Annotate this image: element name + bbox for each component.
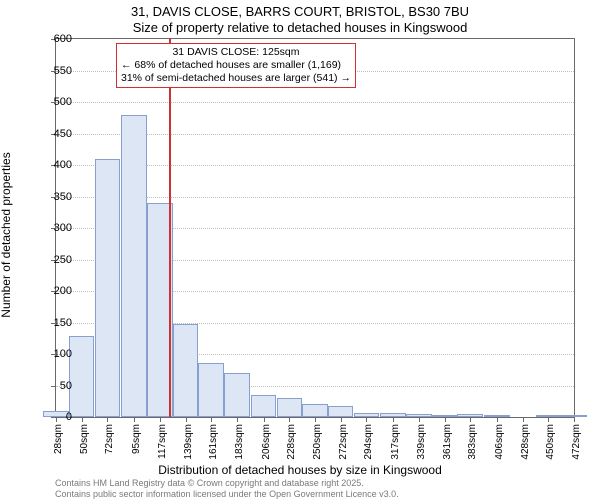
histogram-bar xyxy=(328,406,353,417)
xtick-mark xyxy=(574,417,575,422)
xtick-label: 250sqm xyxy=(312,424,323,460)
xtick-mark xyxy=(289,417,290,422)
annotation-line1: 31 DAVIS CLOSE: 125sqm xyxy=(121,46,351,59)
xtick-label: 72sqm xyxy=(104,424,115,454)
plot-area: 31 DAVIS CLOSE: 125sqm← 68% of detached … xyxy=(55,38,575,418)
annotation-line2: ← 68% of detached houses are smaller (1,… xyxy=(121,59,351,72)
gridline-h xyxy=(56,102,574,104)
ytick-label: 200 xyxy=(32,285,72,297)
xtick-mark xyxy=(237,417,238,422)
annotation-box: 31 DAVIS CLOSE: 125sqm← 68% of detached … xyxy=(116,43,356,88)
xtick-mark xyxy=(497,417,498,422)
xtick-label: 161sqm xyxy=(208,424,219,460)
histogram-bar xyxy=(198,363,223,417)
attribution-text: Contains HM Land Registry data © Crown c… xyxy=(55,478,399,500)
xtick-label: 95sqm xyxy=(131,424,142,454)
annotation-line3: 31% of semi-detached houses are larger (… xyxy=(121,72,351,85)
xtick-mark xyxy=(419,417,420,422)
chart-title-line1: 31, DAVIS CLOSE, BARRS COURT, BRISTOL, B… xyxy=(0,4,600,19)
y-axis-label: Number of detached properties xyxy=(0,152,13,317)
xtick-mark xyxy=(366,417,367,422)
xtick-label: 50sqm xyxy=(79,424,90,454)
histogram-bar xyxy=(277,398,302,417)
ytick-label: 250 xyxy=(32,254,72,266)
xtick-label: 406sqm xyxy=(494,424,505,460)
x-axis-label: Distribution of detached houses by size … xyxy=(0,463,600,477)
xtick-label: 472sqm xyxy=(571,424,582,460)
histogram-bar xyxy=(69,336,94,417)
histogram-bar xyxy=(224,373,249,417)
chart-title-line2: Size of property relative to detached ho… xyxy=(0,20,600,35)
xtick-mark xyxy=(341,417,342,422)
xtick-label: 272sqm xyxy=(338,424,349,460)
xtick-mark xyxy=(107,417,108,422)
attribution-line1: Contains HM Land Registry data © Crown c… xyxy=(55,478,399,489)
histogram-bar xyxy=(251,395,276,417)
xtick-mark xyxy=(470,417,471,422)
xtick-mark xyxy=(211,417,212,422)
xtick-mark xyxy=(393,417,394,422)
ytick-label: 400 xyxy=(32,159,72,171)
xtick-label: 383sqm xyxy=(467,424,478,460)
xtick-mark xyxy=(160,417,161,422)
ytick-label: 100 xyxy=(32,348,72,360)
xtick-label: 428sqm xyxy=(520,424,531,460)
xtick-mark xyxy=(264,417,265,422)
chart-container: 31, DAVIS CLOSE, BARRS COURT, BRISTOL, B… xyxy=(0,0,600,500)
attribution-line2: Contains public sector information licen… xyxy=(55,489,399,500)
xtick-label: 361sqm xyxy=(442,424,453,460)
ytick-label: 50 xyxy=(32,380,72,392)
xtick-label: 294sqm xyxy=(363,424,374,460)
ytick-label: 350 xyxy=(32,191,72,203)
ytick-label: 300 xyxy=(32,222,72,234)
histogram-bar xyxy=(173,324,198,417)
xtick-label: 450sqm xyxy=(545,424,556,460)
ytick-label: 600 xyxy=(32,33,72,45)
xtick-mark xyxy=(523,417,524,422)
xtick-mark xyxy=(548,417,549,422)
xtick-label: 206sqm xyxy=(261,424,272,460)
reference-line xyxy=(169,39,171,417)
xtick-label: 28sqm xyxy=(53,424,64,454)
ytick-label: 150 xyxy=(32,317,72,329)
xtick-label: 139sqm xyxy=(183,424,194,460)
histogram-bar xyxy=(95,159,120,417)
histogram-bar xyxy=(302,404,327,417)
xtick-mark xyxy=(315,417,316,422)
ytick-label: 450 xyxy=(32,128,72,140)
xtick-mark xyxy=(445,417,446,422)
histogram-bar xyxy=(121,115,146,417)
xtick-mark xyxy=(134,417,135,422)
xtick-mark xyxy=(186,417,187,422)
ytick-label: 0 xyxy=(32,411,72,423)
xtick-label: 228sqm xyxy=(286,424,297,460)
xtick-label: 317sqm xyxy=(390,424,401,460)
xtick-mark xyxy=(82,417,83,422)
ytick-label: 550 xyxy=(32,65,72,77)
xtick-label: 183sqm xyxy=(234,424,245,460)
xtick-label: 117sqm xyxy=(157,424,168,459)
xtick-label: 339sqm xyxy=(416,424,427,460)
ytick-label: 500 xyxy=(32,96,72,108)
